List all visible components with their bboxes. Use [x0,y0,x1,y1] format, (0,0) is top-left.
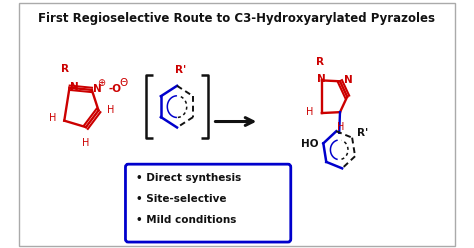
Text: H: H [107,105,114,115]
Text: H: H [82,138,90,148]
Text: -O: -O [109,84,122,94]
Text: H: H [337,122,345,132]
Text: H: H [307,107,314,117]
Text: • Direct synthesis: • Direct synthesis [136,173,241,183]
Text: ⊕: ⊕ [98,78,106,88]
Text: Θ: Θ [120,78,128,88]
Text: R': R' [175,65,186,75]
Text: First Regioselective Route to C3-Hydroxyarylated Pyrazoles: First Regioselective Route to C3-Hydroxy… [38,12,436,25]
Text: R: R [61,64,69,74]
Text: N: N [70,82,79,92]
Text: H: H [49,113,57,123]
Text: N: N [344,75,352,85]
Text: R: R [316,57,324,67]
Text: N: N [318,74,326,84]
FancyBboxPatch shape [19,3,455,246]
Text: • Mild conditions: • Mild conditions [136,215,237,225]
Text: N: N [93,84,101,94]
Text: • Site-selective: • Site-selective [136,194,227,204]
Text: R': R' [357,128,369,138]
FancyBboxPatch shape [126,164,291,242]
Text: HO: HO [301,139,318,149]
